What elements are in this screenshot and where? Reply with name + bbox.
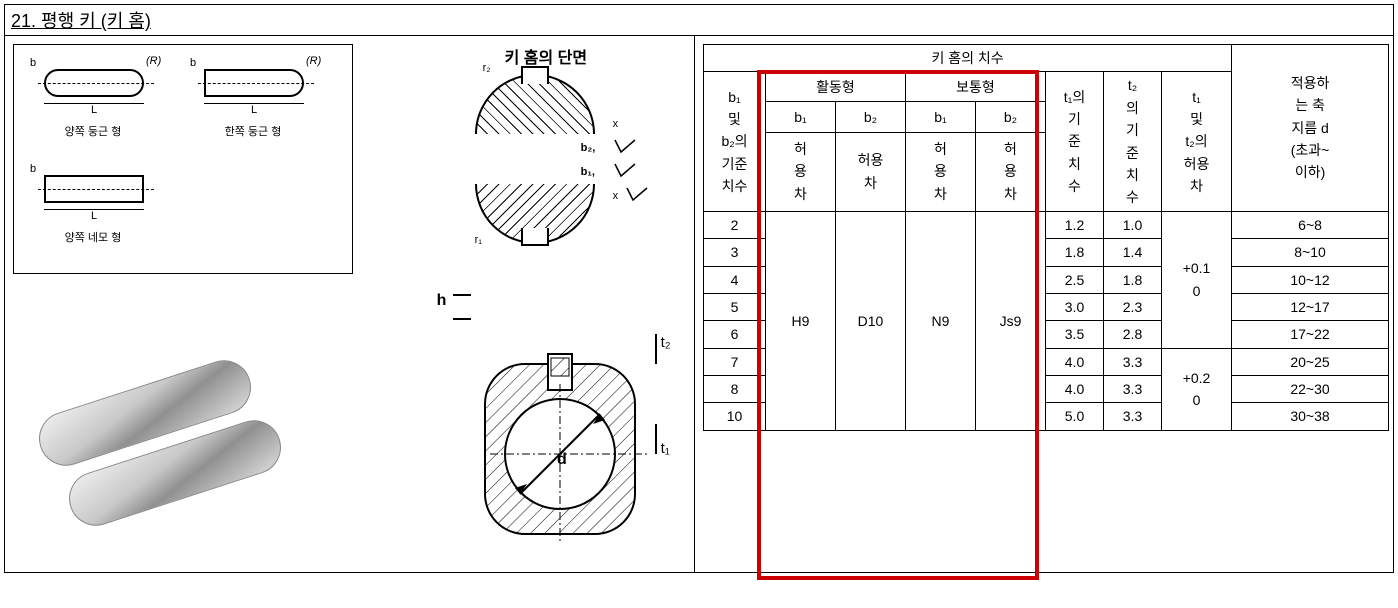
t-tol-b: +0.2 0 [1162,348,1232,430]
shaft-notch [521,228,549,246]
col-t2-base: t₂ 의 기 준 치 수 [1104,72,1162,211]
dim-x-2: x [613,190,619,202]
tol-H9: H9 [766,211,836,430]
sub-b2-s: b₂ [836,102,906,132]
dim-h: h [437,292,447,310]
surface-finish-icon-2 [613,162,637,178]
t-tol-a: +0.1 0 [1162,211,1232,348]
sub-b2-n: b₂ [976,102,1046,132]
keyway-spec-table: 키 홈의 치수 적용하 는 축 지름 d (초과~ 이하) b₁ 및 b₂의 기… [703,44,1389,431]
dim-b-label: b [30,57,36,69]
spec-table-pane: 키 홈의 치수 적용하 는 축 지름 d (초과~ 이하) b₁ 및 b₂의 기… [695,36,1393,572]
surface-finish-icon [613,138,637,154]
sub-tol-3: 허 용 차 [906,132,976,211]
dim-h-line [453,294,471,296]
caption-square: 양쪽 네모 형 [38,229,148,245]
key-one-round-icon [204,69,304,97]
dim-b1: b₁, [581,166,595,178]
key-photo [25,326,285,526]
dim-b-label-2: b [190,57,196,69]
col-b-base: b₁ 및 b₂의 기준 치수 [704,72,766,211]
col-shaft-d: 적용하 는 축 지름 d (초과~ 이하) [1232,45,1389,212]
dim-b2: b₂, [581,142,596,154]
diagrams-pane: b (R) L 양쪽 둥근 형 b (R) L 한쪽 둥근 형 b [5,36,695,572]
group-sliding: 활동형 [766,72,906,102]
key-shape-diagrams: b (R) L 양쪽 둥근 형 b (R) L 한쪽 둥근 형 b [13,44,353,274]
dim-r-label-2: (R) [306,55,321,67]
dim-r1: r₁ [475,234,482,246]
dim-r2: r₂ [483,62,491,74]
cross-section-diagrams: 키 홈의 단면 r₂ x b₂, b₁, x r₁ [365,44,685,564]
key-square-icon [44,175,144,203]
dim-b-label-3: b [30,163,36,175]
sub-b1-n: b₁ [906,102,976,132]
surface-finish-icon-3 [625,186,649,202]
col-t-tol: t₁ 및 t₂의 허용 차 [1162,72,1232,211]
sub-tol-4: 허 용 차 [976,132,1046,211]
tol-D10: D10 [836,211,906,430]
dim-x-1: x [613,118,619,130]
sub-tol-1: 허 용 차 [766,132,836,211]
table-row: 2 H9 D10 N9 Js9 1.2 1.0 +0.1 0 6~8 [704,211,1389,238]
t1-ext [655,424,657,454]
dim-h-line2 [453,318,471,320]
caption-one-round: 한쪽 둥근 형 [198,123,308,139]
hub-notch [521,66,549,84]
dim-L-2: L [204,103,304,116]
content-row: b (R) L 양쪽 둥근 형 b (R) L 한쪽 둥근 형 b [5,36,1393,572]
caption-both-round: 양쪽 둥근 형 [38,123,148,139]
group-normal: 보통형 [906,72,1046,102]
col-t1-base: t₁의 기 준 치 수 [1046,72,1104,211]
spec-tbody: 2 H9 D10 N9 Js9 1.2 1.0 +0.1 0 6~8 3 1.8… [704,211,1389,430]
dim-t2: t₂ [661,334,671,351]
dim-r-label: (R) [146,55,161,67]
tol-N9: N9 [906,211,976,430]
sub-b1-s: b₁ [766,102,836,132]
shaft-bore-section-icon: d [465,344,655,544]
dim-L-3: L [44,209,144,222]
key-both-round-icon [44,69,144,97]
master-header: 키 홈의 치수 [704,45,1232,72]
document-frame: 21. 평행 키 (키 홈) b (R) L 양쪽 둥근 형 b (R) [4,4,1394,573]
sub-tol-2: 허용 차 [836,132,906,211]
section-title: 21. 평행 키 (키 홈) [5,5,1393,36]
dim-t1: t₁ [661,440,670,457]
t2-ext [655,334,657,364]
cross-section-title: 키 홈의 단면 [505,44,588,68]
dim-L-1: L [44,103,144,116]
tol-Js9: Js9 [976,211,1046,430]
